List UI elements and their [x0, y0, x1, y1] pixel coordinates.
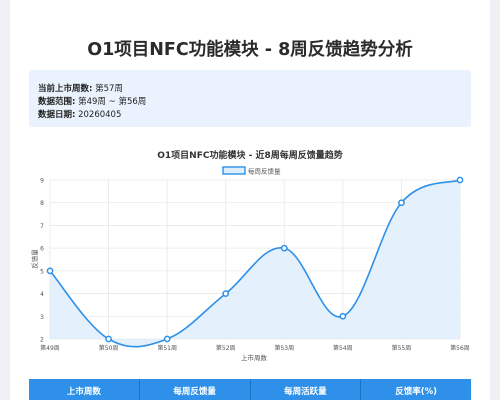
- info-panel: 当前上市周数: 第57周 数据范围: 第49周 ~ 第56周 数据日期: 202…: [29, 70, 471, 127]
- col-header-rate: 反馈率(%): [395, 387, 438, 397]
- col-header-active: 每周活跃量: [251, 379, 362, 400]
- x-axis-label: 上市周数: [241, 353, 268, 362]
- x-tick-label: 第51周: [157, 344, 177, 352]
- series-line: [49, 179, 461, 348]
- y-tick-label: 6: [40, 246, 44, 253]
- data-point: [105, 335, 112, 343]
- y-tick-label: 5: [40, 268, 44, 275]
- x-tick-label: 第53周: [274, 344, 294, 352]
- current-week-value: 第57周: [95, 84, 123, 94]
- x-tick-label: 第55周: [392, 344, 412, 352]
- chart-title: O1项目NFC功能模块 - 近8周每周反馈量趋势: [157, 151, 343, 161]
- date-value: 20260405: [78, 110, 122, 120]
- report-page: O1项目NFC功能模块 - 8周反馈趋势分析 当前上市周数: 第57周 数据范围…: [10, 0, 490, 400]
- y-tick-label: 2: [40, 337, 44, 344]
- legend: 每周反馈量: [222, 166, 281, 176]
- y-tick-label: 4: [40, 291, 44, 298]
- y-axis-label: 反馈量: [30, 249, 39, 269]
- y-tick-labels: 2 3 4 5 6 7 8 9: [40, 178, 44, 344]
- x-tick-label: 第54周: [333, 344, 353, 352]
- y-tick-label: 8: [40, 200, 44, 207]
- y-tick-label: 9: [40, 178, 44, 185]
- x-tick-labels: 第49周 第50周 第51周 第52周 第53周 第54周 第55周 第56周: [40, 344, 470, 352]
- info-current-week: 当前上市周数: 第57周: [38, 82, 123, 94]
- col-header-feedback: 每周反馈量: [140, 379, 251, 400]
- data-point: [46, 267, 54, 275]
- data-point: [163, 335, 171, 343]
- current-week-label: 当前上市周数:: [38, 84, 93, 94]
- data-point: [456, 176, 464, 184]
- data-point: [339, 312, 347, 320]
- legend-swatch: [222, 166, 246, 175]
- data-table-header: 上市周数 每周反馈量 每周活跃量 反馈率(%): [29, 379, 471, 400]
- date-label: 数据日期:: [38, 110, 76, 120]
- data-point: [280, 244, 288, 252]
- range-label: 数据范围:: [38, 97, 76, 107]
- series-points: [46, 176, 464, 343]
- data-point: [398, 199, 405, 207]
- page-title: O1项目NFC功能模块 - 8周反馈趋势分析: [87, 40, 413, 60]
- data-point: [222, 290, 230, 297]
- info-range: 数据范围: 第49周 ~ 第56周: [38, 95, 146, 107]
- range-value: 第49周 ~ 第56周: [78, 97, 147, 107]
- legend-label: 每周反馈量: [248, 167, 281, 176]
- x-tick-label: 第56周: [450, 344, 470, 352]
- y-tick-label: 7: [40, 223, 44, 230]
- col-header-week: 上市周数: [29, 379, 140, 400]
- x-tick-label: 第49周: [40, 344, 60, 352]
- line-chart: 2 3 4 5 6 7 8 9 第49周 第50周 第51周 第52周 第53周 第54周 第55周 第56…: [30, 166, 470, 362]
- y-tick-label: 3: [40, 314, 44, 321]
- x-tick-label: 第52周: [216, 344, 236, 352]
- info-date: 数据日期: 20260405: [38, 108, 121, 120]
- x-tick-label: 第50周: [99, 344, 119, 352]
